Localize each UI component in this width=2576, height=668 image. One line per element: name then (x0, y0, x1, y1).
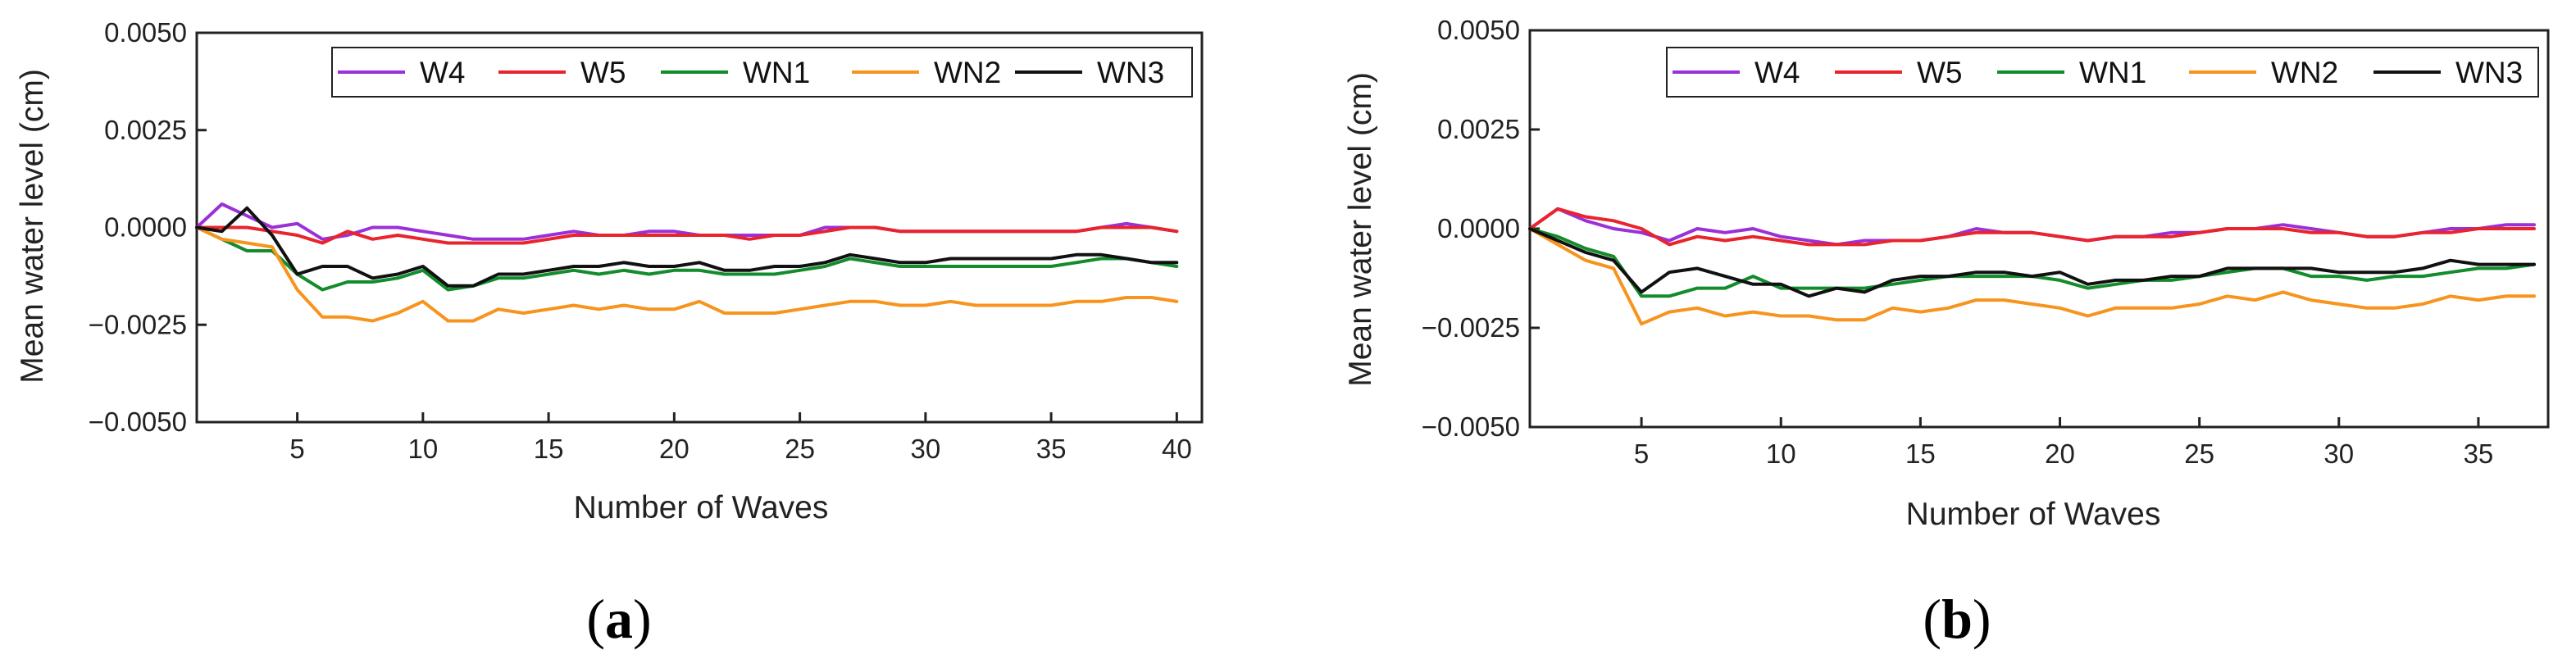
y-tick-label: −0.0025 (89, 309, 187, 339)
y-tick-label: 0.0000 (1437, 213, 1520, 243)
x-tick-label: 5 (289, 434, 304, 464)
x-tick-label: 20 (2045, 439, 2075, 469)
y-tick-label: −0.0050 (89, 407, 187, 437)
chart-panel-a: Mean water level (cm) Number of Waves (a… (15, 17, 1204, 650)
x-tick-label: 20 (659, 434, 690, 464)
series-line-wn3 (1528, 227, 2536, 298)
y-tick-label: 0.0025 (1437, 114, 1520, 144)
x-tick-label: 25 (785, 434, 815, 464)
x-tick-label: 5 (1634, 439, 1649, 469)
series-line-wn1 (1528, 227, 2536, 298)
y-tick-label: −0.0050 (1422, 411, 1520, 442)
chart-panel-b: Mean water level (cm) Number of Waves (b… (1343, 15, 2550, 650)
legend-label-wn2: WN2 (934, 56, 1001, 89)
series-line-wn1 (195, 225, 1179, 292)
series-line-wn2 (195, 225, 1179, 323)
x-tick-label: 10 (1766, 439, 1796, 469)
x-tick-label: 40 (1162, 434, 1192, 464)
x-tick-label: 35 (1036, 434, 1067, 464)
legend-label-w5: W5 (1917, 56, 1963, 89)
series-line-w5 (195, 225, 1179, 245)
legend-label-wn1: WN1 (743, 56, 810, 89)
series-line-wn3 (195, 206, 1179, 288)
x-tick-label: 25 (2184, 439, 2214, 469)
y-tick-label: 0.0025 (104, 115, 187, 145)
y-axis-title: Mean water level (cm) (1343, 72, 1378, 387)
y-tick-label: 0.0050 (1437, 15, 1520, 45)
legend-label-w4: W4 (1755, 56, 1800, 89)
x-tick-label: 15 (534, 434, 564, 464)
legend-label-wn2: WN2 (2271, 56, 2338, 89)
y-tick-label: 0.0000 (104, 212, 187, 243)
panel-caption-b: (b) (1923, 588, 1991, 650)
series-line-w5 (1528, 207, 2536, 247)
y-tick-label: 0.0050 (104, 17, 187, 48)
x-tick-label: 10 (407, 434, 438, 464)
x-tick-label: 30 (910, 434, 940, 464)
y-axis-title: Mean water level (cm) (15, 69, 50, 384)
panel-caption-a: (a) (586, 588, 651, 650)
x-axis-title: Number of Waves (1906, 497, 2161, 532)
legend-label-wn1: WN1 (2079, 56, 2146, 89)
legend-label-w4: W4 (420, 56, 466, 89)
x-tick-label: 15 (1905, 439, 1936, 469)
series-line-w4 (1528, 207, 2536, 247)
x-tick-label: 30 (2323, 439, 2354, 469)
y-tick-label: −0.0025 (1422, 312, 1520, 343)
legend-label-wn3: WN3 (2455, 56, 2523, 89)
legend-label-w5: W5 (580, 56, 626, 89)
x-tick-label: 35 (2464, 439, 2494, 469)
series-line-wn2 (1528, 227, 2536, 326)
x-axis-title: Number of Waves (574, 490, 829, 525)
legend-label-wn3: WN3 (1097, 56, 1164, 89)
